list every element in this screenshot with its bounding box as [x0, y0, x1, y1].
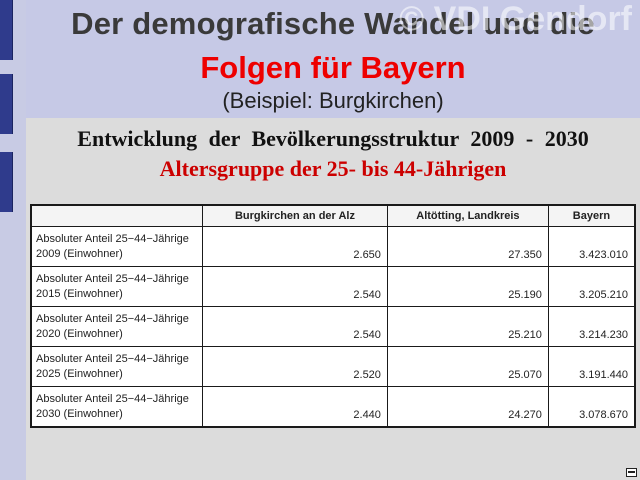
cell-burgkirchen: 2.540: [202, 266, 388, 307]
header-cell-empty: [30, 204, 203, 227]
table-row: Absoluter Anteil 25−44−Jährige 2025 (Einw…: [30, 346, 636, 387]
table-row: Absoluter Anteil 25−44−Jährige 2030 (Einw…: [30, 386, 636, 428]
left-sidebar-strip: [0, 0, 26, 480]
header-cell-bayern: Bayern: [547, 204, 636, 227]
cell-altoetting: 25.190: [386, 266, 549, 307]
row-label-line-2: 2009 (Einwohner): [36, 247, 123, 260]
row-label-line-2: 2025 (Einwohner): [36, 367, 123, 380]
row-label: Absoluter Anteil 25−44−Jährige 2030 (Einw…: [30, 386, 203, 428]
section-subheading: Altersgruppe der 25- bis 44-Jährigen: [159, 156, 507, 181]
cell-burgkirchen: 2.520: [202, 346, 388, 387]
nav-tab-1[interactable]: [0, 0, 13, 60]
slide-content: Entwicklung der Bevölkerungsstruktur 200…: [26, 118, 640, 480]
cell-bayern: 3.214.230: [547, 306, 636, 347]
row-label: Absoluter Anteil 25−44−Jährige 2025 (Einw…: [30, 346, 203, 387]
title-line-1: Der demografische Wandel und die: [71, 6, 595, 41]
header-cell-burgkirchen: Burgkirchen an der Alz: [202, 204, 388, 227]
row-label-line-2: 2015 (Einwohner): [36, 287, 123, 300]
cell-bayern: 3.078.670: [547, 386, 636, 428]
cell-altoetting: 24.270: [386, 386, 549, 428]
cell-bayern: 3.205.210: [547, 266, 636, 307]
row-label-line-1: Absoluter Anteil 25−44−Jährige: [36, 312, 189, 325]
cell-bayern: 3.423.010: [547, 226, 636, 267]
population-table: Burgkirchen an der Alz Altötting, Landkr…: [30, 204, 636, 428]
cell-burgkirchen: 2.440: [202, 386, 388, 428]
row-label: Absoluter Anteil 25−44−Jährige 2020 (Einw…: [30, 306, 203, 347]
section-heading: Entwicklung der Bevölkerungsstruktur 200…: [77, 126, 589, 151]
cell-burgkirchen: 2.650: [202, 226, 388, 267]
nav-tab-2[interactable]: [0, 74, 13, 134]
cell-bayern: 3.191.440: [547, 346, 636, 387]
header-cell-altoetting: Altötting, Landkreis: [386, 204, 549, 227]
row-label-line-1: Absoluter Anteil 25−44−Jährige: [36, 392, 189, 405]
row-label: Absoluter Anteil 25−44−Jährige 2009 (Einw…: [30, 226, 203, 267]
table-row: Absoluter Anteil 25−44−Jährige 2009 (Einw…: [30, 226, 636, 267]
slide-header: Der demografische Wandel und die © VDI G…: [26, 0, 640, 118]
row-label-line-1: Absoluter Anteil 25−44−Jährige: [36, 352, 189, 365]
nav-tab-3[interactable]: [0, 152, 13, 212]
row-label-line-2: 2020 (Einwohner): [36, 327, 123, 340]
row-label-line-2: 2030 (Einwohner): [36, 407, 123, 420]
row-label-line-1: Absoluter Anteil 25−44−Jährige: [36, 232, 189, 245]
row-label-line-1: Absoluter Anteil 25−44−Jährige: [36, 272, 189, 285]
title-line-3: (Beispiel: Burgkirchen): [222, 88, 444, 113]
title-line-2: Folgen für Bayern: [200, 50, 466, 85]
row-label: Absoluter Anteil 25−44−Jährige 2015 (Einw…: [30, 266, 203, 307]
cell-altoetting: 25.210: [386, 306, 549, 347]
cell-burgkirchen: 2.540: [202, 306, 388, 347]
watermark: © VDI Gendorf: [399, 0, 632, 38]
cell-altoetting: 27.350: [386, 226, 549, 267]
cell-altoetting: 25.070: [386, 346, 549, 387]
table-row: Absoluter Anteil 25−44−Jährige 2015 (Einw…: [30, 266, 636, 307]
table-row: Absoluter Anteil 25−44−Jährige 2020 (Einw…: [30, 306, 636, 347]
minimize-icon[interactable]: [626, 468, 637, 477]
table-header-row: Burgkirchen an der Alz Altötting, Landkr…: [30, 204, 636, 227]
